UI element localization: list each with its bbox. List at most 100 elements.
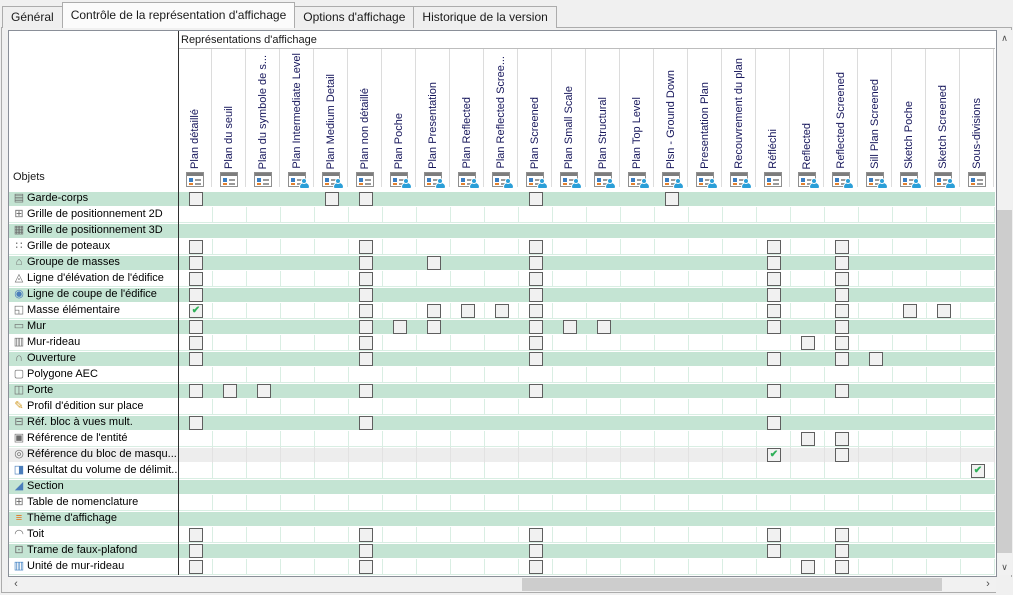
column-header-reflected[interactable]: Reflected xyxy=(790,49,824,188)
checkbox-groupe-de-masses-col20[interactable] xyxy=(835,256,849,270)
checkbox-masse-elementaire-col18[interactable] xyxy=(767,304,781,318)
checkbox-unite-de-mur-rideau-col20[interactable] xyxy=(835,560,849,574)
column-header-plsn-ground-down[interactable]: Plsn - Ground Down xyxy=(654,49,688,188)
checkbox-ouverture-col11[interactable] xyxy=(529,352,543,366)
scroll-left-icon[interactable]: ‹ xyxy=(14,578,18,590)
checkbox-mur-col13[interactable] xyxy=(597,320,611,334)
checkbox-ref-bloc-a-vues-mult-col1[interactable] xyxy=(189,416,203,430)
scroll-down-icon[interactable]: ∨ xyxy=(1001,562,1008,572)
checkbox-masse-elementaire-col8[interactable] xyxy=(427,304,441,318)
column-header-plan-presentation[interactable]: Plan Presentation xyxy=(416,49,450,188)
checkbox-unite-de-mur-rideau-col6[interactable] xyxy=(359,560,373,574)
checkbox-reference-de-l-entite-col20[interactable] xyxy=(835,432,849,446)
checkbox-resultat-du-volume-de-delimit-col24[interactable]: ✔ xyxy=(971,464,985,478)
checkbox-mur-col7[interactable] xyxy=(393,320,407,334)
checkbox-grille-de-poteaux-col20[interactable] xyxy=(835,240,849,254)
checkbox-grille-de-poteaux-col1[interactable] xyxy=(189,240,203,254)
checkbox-ligne-de-coupe-de-l-edifice-col1[interactable] xyxy=(189,288,203,302)
row-label-ref-bloc-a-vues-mult[interactable]: ⊟ Réf. bloc à vues mult. xyxy=(9,415,178,431)
column-header-sous-divisions[interactable]: Sous-divisions xyxy=(960,49,994,187)
row-label-ligne-d-elevation-de-l-edifice[interactable]: ◬ Ligne d'élévation de l'édifice xyxy=(9,271,178,287)
checkbox-trame-de-faux-plafond-col6[interactable] xyxy=(359,544,373,558)
row-label-grille-de-poteaux[interactable]: ∷ Grille de poteaux xyxy=(9,239,178,255)
column-header-recouvrement-du-plan[interactable]: Recouvrement du plan xyxy=(722,49,756,188)
checkbox-ligne-de-coupe-de-l-edifice-col6[interactable] xyxy=(359,288,373,302)
row-label-profil-d-edition-sur-place[interactable]: ✎ Profil d'édition sur place xyxy=(9,399,178,415)
checkbox-ligne-d-elevation-de-l-edifice-col6[interactable] xyxy=(359,272,373,286)
horizontal-scrollbar[interactable]: ‹ › xyxy=(8,577,996,592)
checkbox-groupe-de-masses-col11[interactable] xyxy=(529,256,543,270)
row-label-grille-de-positionnement-3d[interactable]: ▦ Grille de positionnement 3D xyxy=(9,223,178,239)
column-header-plan-detaille[interactable]: Plan détaillé xyxy=(178,49,212,187)
checkbox-toit-col11[interactable] xyxy=(529,528,543,542)
checkbox-porte-col20[interactable] xyxy=(835,384,849,398)
column-header-plan-small-scale[interactable]: Plan Small Scale xyxy=(552,49,586,188)
column-header-plan-reflected-scree[interactable]: Plan Reflected Scree... xyxy=(484,49,518,188)
row-label-reference-du-bloc-de-masqu[interactable]: ◎ Référence du bloc de masqu... xyxy=(9,447,178,463)
checkbox-reference-du-bloc-de-masqu-col20[interactable] xyxy=(835,448,849,462)
checkbox-ligne-d-elevation-de-l-edifice-col11[interactable] xyxy=(529,272,543,286)
checkbox-ligne-d-elevation-de-l-edifice-col18[interactable] xyxy=(767,272,781,286)
checkbox-masse-elementaire-col9[interactable] xyxy=(461,304,475,318)
row-label-porte[interactable]: ◫ Porte xyxy=(9,383,178,399)
checkbox-mur-col8[interactable] xyxy=(427,320,441,334)
tab-options-d-affichage[interactable]: Options d'affichage xyxy=(294,6,415,28)
column-header-plan-du-symbole-de-s[interactable]: Plan du symbole de s... xyxy=(246,49,280,187)
column-header-plan-top-level[interactable]: Plan Top Level xyxy=(620,49,654,188)
checkbox-masse-elementaire-col1[interactable]: ✔ xyxy=(189,304,203,318)
checkbox-masse-elementaire-col23[interactable] xyxy=(937,304,951,318)
column-header-sketch-poche[interactable]: Sketch Poche xyxy=(892,49,926,188)
row-label-grille-de-positionnement-2d[interactable]: ⊞ Grille de positionnement 2D xyxy=(9,207,178,223)
checkbox-garde-corps-col6[interactable] xyxy=(359,192,373,206)
checkbox-mur-col18[interactable] xyxy=(767,320,781,334)
checkbox-ligne-d-elevation-de-l-edifice-col20[interactable] xyxy=(835,272,849,286)
checkbox-mur-col20[interactable] xyxy=(835,320,849,334)
checkbox-mur-rideau-col19[interactable] xyxy=(801,336,815,350)
checkbox-toit-col20[interactable] xyxy=(835,528,849,542)
column-header-reflechi[interactable]: Réfléchi xyxy=(756,49,790,187)
row-label-reference-de-l-entite[interactable]: ▣ Référence de l'entité xyxy=(9,431,178,447)
scroll-right-icon[interactable]: › xyxy=(986,578,990,590)
checkbox-unite-de-mur-rideau-col19[interactable] xyxy=(801,560,815,574)
checkbox-garde-corps-col1[interactable] xyxy=(189,192,203,206)
checkbox-porte-col3[interactable] xyxy=(257,384,271,398)
checkbox-garde-corps-col5[interactable] xyxy=(325,192,339,206)
column-header-sill-plan-screened[interactable]: Sill Plan Screened xyxy=(858,49,892,188)
row-label-table-de-nomenclature[interactable]: ⊞ Table de nomenclature xyxy=(9,495,178,511)
checkbox-toit-col18[interactable] xyxy=(767,528,781,542)
tab-general[interactable]: Général xyxy=(2,6,63,28)
row-label-groupe-de-masses[interactable]: ⌂ Groupe de masses xyxy=(9,255,178,271)
checkbox-reference-du-bloc-de-masqu-col18[interactable]: ✔ xyxy=(767,448,781,462)
checkbox-ref-bloc-a-vues-mult-col6[interactable] xyxy=(359,416,373,430)
checkbox-garde-corps-col11[interactable] xyxy=(529,192,543,206)
checkbox-mur-rideau-col20[interactable] xyxy=(835,336,849,350)
checkbox-porte-col2[interactable] xyxy=(223,384,237,398)
checkbox-mur-rideau-col6[interactable] xyxy=(359,336,373,350)
row-label-trame-de-faux-plafond[interactable]: ⊡ Trame de faux-plafond xyxy=(9,543,178,559)
checkbox-ligne-de-coupe-de-l-edifice-col18[interactable] xyxy=(767,288,781,302)
checkbox-ligne-de-coupe-de-l-edifice-col11[interactable] xyxy=(529,288,543,302)
column-header-presentation-plan[interactable]: Presentation Plan xyxy=(688,49,722,188)
checkbox-ref-bloc-a-vues-mult-col18[interactable] xyxy=(767,416,781,430)
scroll-up-icon[interactable]: ∧ xyxy=(1001,33,1008,43)
column-header-plan-medium-detail[interactable]: Plan Medium Detail xyxy=(314,49,348,188)
checkbox-groupe-de-masses-col18[interactable] xyxy=(767,256,781,270)
checkbox-groupe-de-masses-col6[interactable] xyxy=(359,256,373,270)
column-header-plan-du-seuil[interactable]: Plan du seuil xyxy=(212,49,246,187)
vertical-scroll-thumb[interactable] xyxy=(997,210,1012,553)
row-label-resultat-du-volume-de-delimit[interactable]: ◨ Résultat du volume de délimit... xyxy=(9,463,178,479)
checkbox-reference-de-l-entite-col19[interactable] xyxy=(801,432,815,446)
vertical-scrollbar[interactable]: ∧ ∨ xyxy=(997,30,1012,575)
checkbox-grille-de-poteaux-col6[interactable] xyxy=(359,240,373,254)
checkbox-groupe-de-masses-col1[interactable] xyxy=(189,256,203,270)
checkbox-mur-rideau-col1[interactable] xyxy=(189,336,203,350)
tab-controle-de-la-representation-d-affichage[interactable]: Contrôle de la représentation d'affichag… xyxy=(61,2,296,28)
row-label-section[interactable]: ◢ Section xyxy=(9,479,178,495)
row-label-polygone-aec[interactable]: ▢ Polygone AEC xyxy=(9,367,178,383)
column-header-reflected-screened[interactable]: Reflected Screened xyxy=(824,49,858,188)
checkbox-ligne-de-coupe-de-l-edifice-col20[interactable] xyxy=(835,288,849,302)
column-header-plan-screened[interactable]: Plan Screened xyxy=(518,49,552,188)
column-header-plan-intermediate-level[interactable]: Plan Intermediate Level xyxy=(280,49,314,188)
checkbox-toit-col6[interactable] xyxy=(359,528,373,542)
row-label-theme-d-affichage[interactable]: ≡ Thème d'affichage xyxy=(9,511,178,527)
